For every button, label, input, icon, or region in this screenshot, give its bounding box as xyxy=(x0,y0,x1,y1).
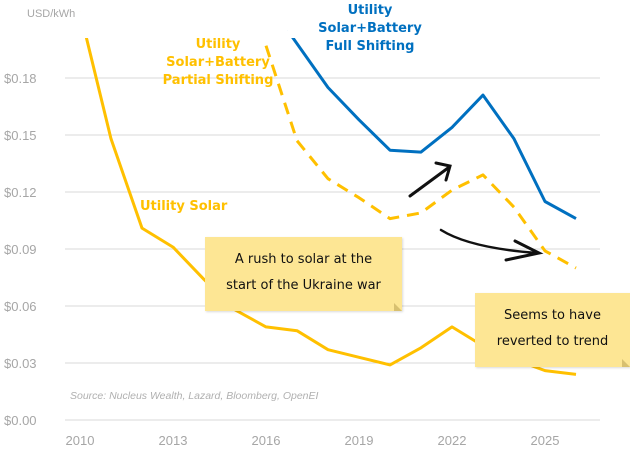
y-tick-label: $0.18 xyxy=(4,71,37,86)
x-tick-label: 2019 xyxy=(345,433,374,448)
y-tick-label: $0.15 xyxy=(4,128,37,143)
annotation-note-trend: Seems to have reverted to trend xyxy=(475,293,630,367)
y-axis-label: USD/kWh xyxy=(27,8,76,20)
arrow-curve-head-icon xyxy=(504,239,544,262)
y-tick-label: $0.12 xyxy=(4,185,37,200)
note-line: reverted to trend xyxy=(496,334,609,349)
label-full-shifting: Utility Solar+Battery Full Shifting xyxy=(310,2,430,56)
note-line: start of the Ukraine war xyxy=(226,278,381,293)
series-line-utility-solar-battery-partial-shifting xyxy=(264,45,577,270)
label-line: Partial Shifting xyxy=(162,73,274,88)
label-line: Full Shifting xyxy=(325,39,415,54)
label-line: Utility xyxy=(347,3,393,18)
arrow-curve-icon xyxy=(439,228,539,255)
annotation-note-ukraine: A rush to solar at the start of the Ukra… xyxy=(205,237,402,311)
note-line: Seems to have xyxy=(504,308,601,323)
label-line: Solar+Battery xyxy=(318,21,422,36)
x-tick-label: 2013 xyxy=(159,433,188,448)
label-partial-shifting: Utility Solar+Battery Partial Shifting xyxy=(158,36,278,90)
label-line: Solar+Battery xyxy=(166,55,270,70)
x-tick-label: 2016 xyxy=(252,433,281,448)
y-tick-label: $0.00 xyxy=(4,413,37,428)
y-tick-label: $0.09 xyxy=(4,242,37,257)
y-tick-label: $0.03 xyxy=(4,356,37,371)
x-tick-label: 2022 xyxy=(438,433,467,448)
label-utility-solar: Utility Solar xyxy=(140,199,228,214)
label-line: Utility xyxy=(195,37,241,52)
x-tick-label: 2025 xyxy=(531,433,560,448)
arrow-up-head-icon xyxy=(434,161,452,182)
note-line: A rush to solar at the xyxy=(234,252,373,267)
y-tick-label: $0.06 xyxy=(4,299,37,314)
arrow-up-icon xyxy=(408,166,450,198)
x-tick-label: 2010 xyxy=(66,433,95,448)
series-line-utility-solar-battery-full-shifting xyxy=(291,38,577,220)
source-note: Source: Nucleus Wealth, Lazard, Bloomber… xyxy=(70,390,319,402)
